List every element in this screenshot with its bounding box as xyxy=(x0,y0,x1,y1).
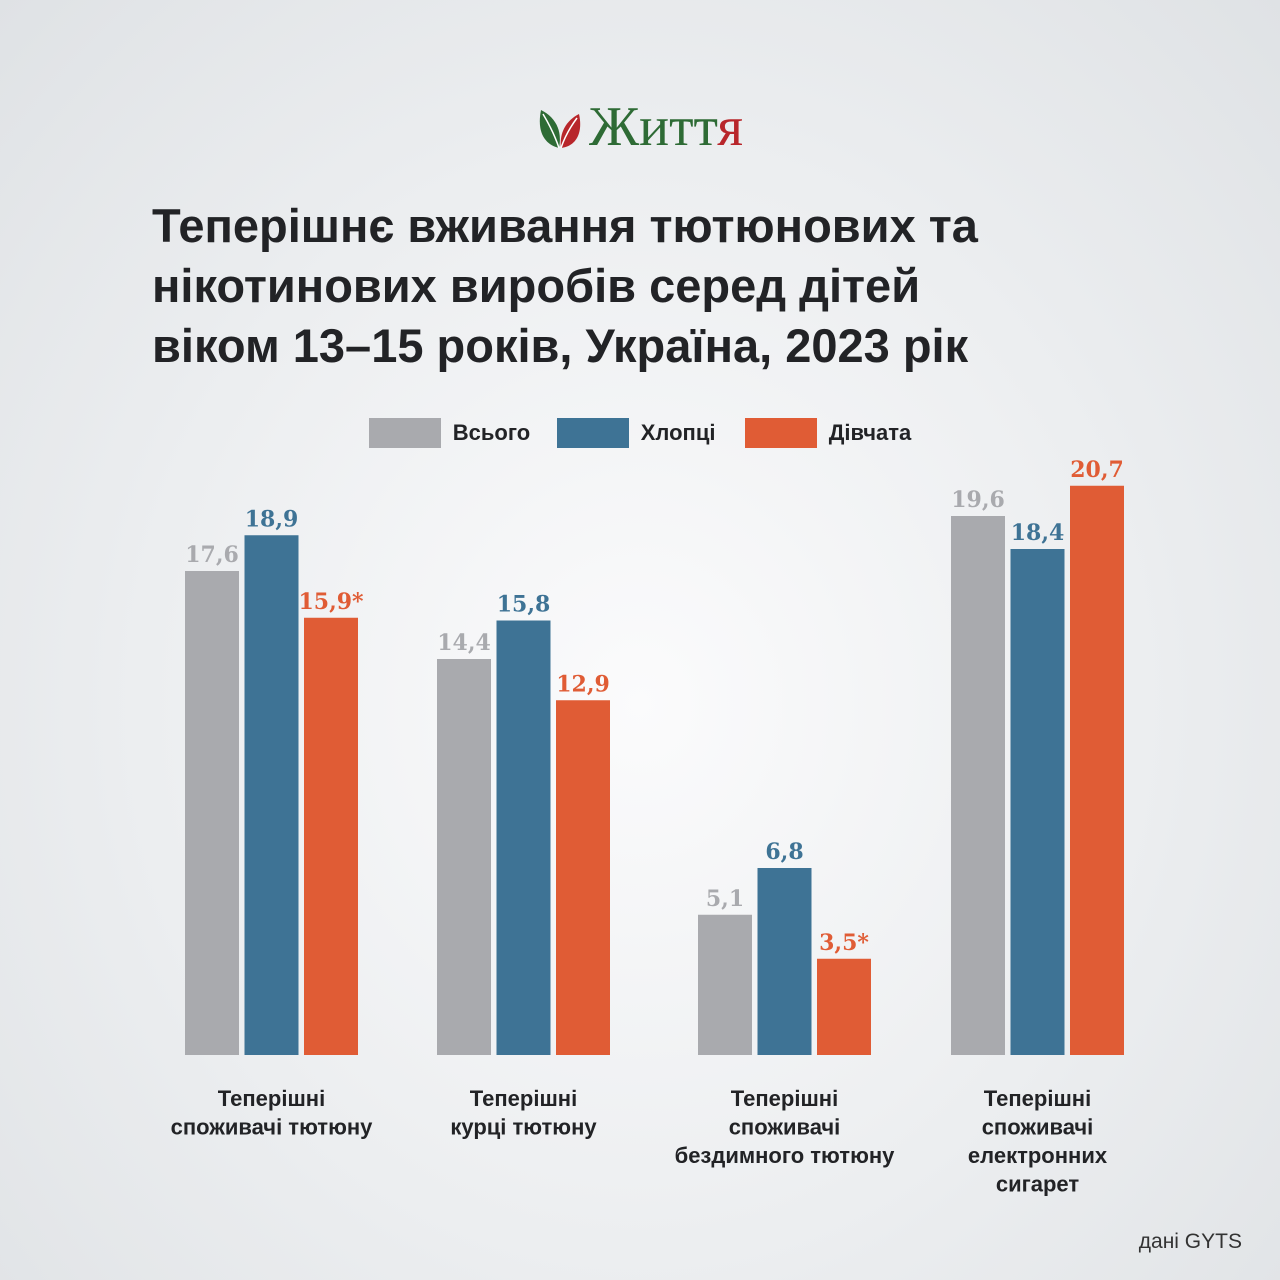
category-label: споживачі xyxy=(729,1115,841,1140)
bar xyxy=(951,516,1005,1055)
category-label: Теперішні xyxy=(218,1086,325,1111)
category-label: споживачі тютюну xyxy=(171,1115,374,1140)
source-note: дані GYTS xyxy=(1138,1230,1242,1253)
bar xyxy=(185,571,239,1055)
data-label: 15,9* xyxy=(298,589,364,615)
data-label: 19,6 xyxy=(951,487,1005,513)
bar xyxy=(1070,485,1124,1055)
category-label: електронних xyxy=(968,1143,1108,1168)
data-label: 3,5* xyxy=(819,930,869,956)
bar xyxy=(698,914,752,1055)
data-label: 5,1 xyxy=(706,886,744,912)
legend-item-total: Всього xyxy=(368,418,533,448)
legend-swatch xyxy=(556,418,629,448)
data-label: 18,9 xyxy=(245,506,299,532)
chart-title: Теперішнє вживання тютюнових та нікотино… xyxy=(152,196,1152,376)
data-label: 20,7 xyxy=(1070,457,1124,483)
category-label: Теперішні xyxy=(984,1086,1091,1111)
legend-label: Хлопці xyxy=(640,420,716,445)
title-line: нікотинових виробів серед дітей xyxy=(152,259,921,312)
bar xyxy=(496,620,551,1055)
bar xyxy=(304,617,358,1055)
data-label: 18,4 xyxy=(1011,520,1065,546)
bar xyxy=(437,659,491,1055)
legend-swatch xyxy=(744,418,817,448)
brand-logo: Життя xyxy=(0,92,1280,162)
bar xyxy=(244,535,299,1055)
bar xyxy=(556,700,610,1055)
category-label: курці тютюну xyxy=(450,1115,597,1140)
data-label: 6,8 xyxy=(765,839,803,865)
legend-label: Всього xyxy=(452,420,531,445)
bar xyxy=(1010,549,1065,1055)
data-label: 17,6 xyxy=(185,542,239,568)
title-line: віком 13–15 років, Україна, 2023 рік xyxy=(152,319,969,372)
legend-item-girls: Дівчата xyxy=(744,418,912,448)
brand-name: Життя xyxy=(588,96,744,158)
data-label: 12,9 xyxy=(556,671,610,697)
leaves-icon xyxy=(539,110,581,149)
bar xyxy=(757,868,812,1055)
category-label: сигарет xyxy=(996,1172,1080,1197)
legend-swatch xyxy=(368,418,441,448)
category-label: Теперішні xyxy=(731,1086,838,1111)
legend-label: Дівчата xyxy=(828,420,912,445)
data-label: 14,4 xyxy=(437,630,491,656)
title-line: Теперішнє вживання тютюнових та xyxy=(152,199,978,252)
data-label: 15,8 xyxy=(497,592,551,618)
legend-item-boys: Хлопці xyxy=(556,418,721,448)
bar xyxy=(817,958,871,1055)
category-label: споживачі xyxy=(982,1115,1094,1140)
category-label: Теперішні xyxy=(470,1086,577,1111)
category-label: бездимного тютюну xyxy=(675,1143,896,1168)
chart-legend: Всього Хлопці Дівчата xyxy=(0,416,1280,450)
